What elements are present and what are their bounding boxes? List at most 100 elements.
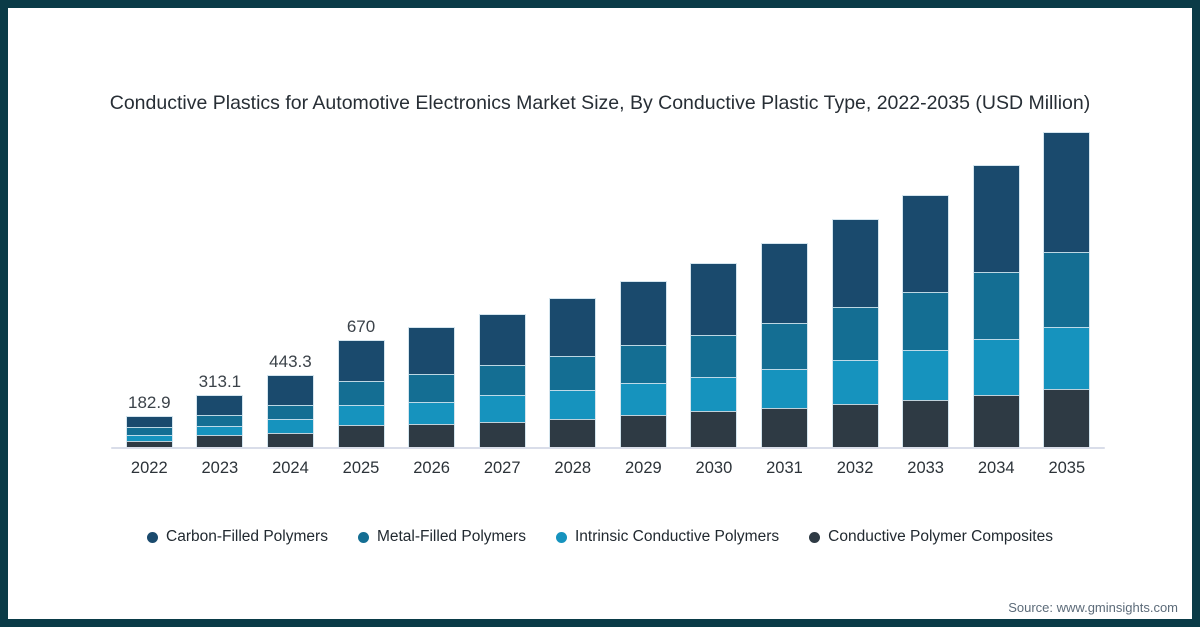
legend-dot-icon bbox=[147, 531, 158, 543]
bar-segment bbox=[761, 244, 807, 323]
x-axis-labels: 2022 2023 2024 2025 2026 2027 2028 2029 2030 2031… bbox=[114, 459, 1102, 478]
bar-slot-2035 bbox=[1032, 118, 1103, 448]
bar-segment bbox=[267, 405, 313, 419]
bar-segment bbox=[1044, 252, 1090, 327]
bar-segment bbox=[338, 405, 384, 425]
bar-segment bbox=[338, 341, 384, 381]
x-axis-label: 2032 bbox=[836, 459, 874, 477]
x-axis-label: 2031 bbox=[766, 459, 803, 477]
x-axis-label: 2025 bbox=[342, 459, 380, 477]
stacked-bar-2035 bbox=[1043, 132, 1091, 448]
bar-segment bbox=[832, 307, 878, 360]
bar-segment bbox=[409, 374, 455, 402]
stacked-bar-2027 bbox=[478, 314, 526, 448]
x-axis-label: 2022 bbox=[130, 459, 168, 477]
bar-segment bbox=[832, 404, 878, 448]
source-credit: Source: www.gminsights.com bbox=[1008, 600, 1178, 615]
bar-segment bbox=[620, 383, 666, 415]
stacked-bar-2022 bbox=[125, 416, 173, 448]
bar-slot-2033 bbox=[890, 118, 961, 448]
bar-segment bbox=[338, 425, 384, 448]
bar-segment bbox=[691, 411, 737, 448]
legend-label: Intrinsic Conductive Polymers bbox=[574, 528, 780, 545]
stacked-bar-2033 bbox=[902, 195, 950, 448]
bar-slot-2024: 443.3 bbox=[255, 118, 326, 448]
bar-segment bbox=[197, 426, 243, 435]
bar-segment bbox=[691, 377, 737, 411]
stacked-bar-2026 bbox=[408, 327, 456, 448]
bar-segment bbox=[903, 196, 949, 292]
bar-segment bbox=[761, 369, 807, 408]
bar-segment bbox=[761, 323, 807, 369]
bar-segment bbox=[550, 390, 596, 419]
bar-segment bbox=[267, 419, 313, 433]
bar-segment bbox=[903, 350, 949, 400]
legend-dot-icon bbox=[555, 531, 567, 543]
x-axis-label: 2026 bbox=[413, 459, 450, 477]
bar-segment bbox=[479, 315, 525, 365]
stacked-bar-2034 bbox=[972, 165, 1020, 448]
bar-slot-2034 bbox=[961, 118, 1032, 448]
legend-dot-icon bbox=[357, 531, 369, 543]
bar-slot-2023: 313.1 bbox=[185, 118, 256, 448]
bar-segment bbox=[1044, 133, 1090, 252]
bar-slot-2030 bbox=[679, 118, 750, 448]
x-axis-label: 2029 bbox=[624, 459, 662, 477]
legend-label: Metal-Filled Polymers bbox=[376, 528, 526, 545]
bar-value-label: 443.3 bbox=[269, 352, 312, 371]
stacked-bar-2031 bbox=[760, 243, 808, 448]
bar-segment bbox=[409, 424, 455, 448]
bar-segment bbox=[479, 365, 525, 395]
legend: Carbon-Filled Polymers Metal-Filled Polym… bbox=[8, 528, 1192, 546]
x-axis-label: 2024 bbox=[272, 459, 309, 477]
bar-segment bbox=[903, 292, 949, 350]
x-axis-label: 2023 bbox=[201, 459, 239, 477]
bar-segment bbox=[267, 376, 313, 405]
bar-segment bbox=[409, 402, 455, 424]
bar-segment bbox=[338, 381, 384, 405]
bar-slot-2027 bbox=[467, 118, 538, 448]
bar-segment bbox=[126, 417, 172, 427]
bar-segment bbox=[267, 433, 313, 448]
bar-slot-2031 bbox=[749, 118, 820, 448]
bar-segment bbox=[1044, 389, 1090, 448]
legend-label: Conductive Polymer Composites bbox=[828, 528, 1053, 545]
bar-segment bbox=[550, 356, 596, 390]
bar-segment bbox=[126, 441, 172, 448]
stacked-bar-2030 bbox=[690, 263, 738, 448]
x-axis-line bbox=[111, 447, 1105, 449]
bar-segment bbox=[620, 415, 666, 448]
bar-segment bbox=[550, 419, 596, 448]
stacked-bar-2023 bbox=[196, 395, 244, 448]
bar-segment bbox=[197, 396, 243, 415]
x-axis-label: 2035 bbox=[1048, 459, 1086, 477]
bar-segment bbox=[1044, 327, 1090, 389]
bar-slot-2032 bbox=[820, 118, 891, 448]
bar-segment bbox=[691, 264, 737, 335]
bar-segment bbox=[620, 282, 666, 345]
x-axis-label: 2027 bbox=[483, 459, 521, 477]
bar-value-label: 182.9 bbox=[128, 393, 171, 412]
bar-segment bbox=[197, 415, 243, 426]
stacked-bar-2024 bbox=[266, 375, 314, 448]
stacked-bar-2032 bbox=[831, 219, 879, 448]
bar-segment bbox=[479, 422, 525, 448]
chart-title: Conductive Plastics for Automotive Elect… bbox=[109, 92, 1091, 114]
legend-dot-icon bbox=[809, 531, 821, 543]
bar-segment bbox=[479, 395, 525, 422]
bar-segment bbox=[126, 427, 172, 435]
bar-segment bbox=[409, 328, 455, 374]
plot-area: 182.9 313.1 443.3 670 bbox=[114, 118, 1102, 448]
bar-segment bbox=[973, 339, 1019, 395]
bar-slot-2025: 670 bbox=[326, 118, 397, 448]
x-axis-label: 2030 bbox=[695, 459, 733, 477]
stacked-bar-2029 bbox=[619, 281, 667, 448]
bar-segment bbox=[832, 360, 878, 404]
bar-slot-2029 bbox=[608, 118, 679, 448]
legend-item: Metal-Filled Polymers bbox=[357, 528, 526, 546]
x-axis-label: 2034 bbox=[977, 459, 1015, 477]
legend-label: Carbon-Filled Polymers bbox=[166, 528, 328, 545]
x-axis-label: 2033 bbox=[907, 459, 944, 477]
bar-value-label: 670 bbox=[346, 317, 376, 336]
